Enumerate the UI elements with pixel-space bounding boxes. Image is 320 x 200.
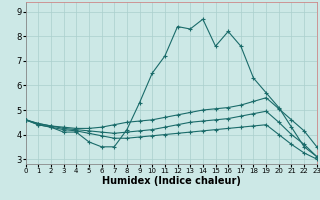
X-axis label: Humidex (Indice chaleur): Humidex (Indice chaleur) <box>102 176 241 186</box>
